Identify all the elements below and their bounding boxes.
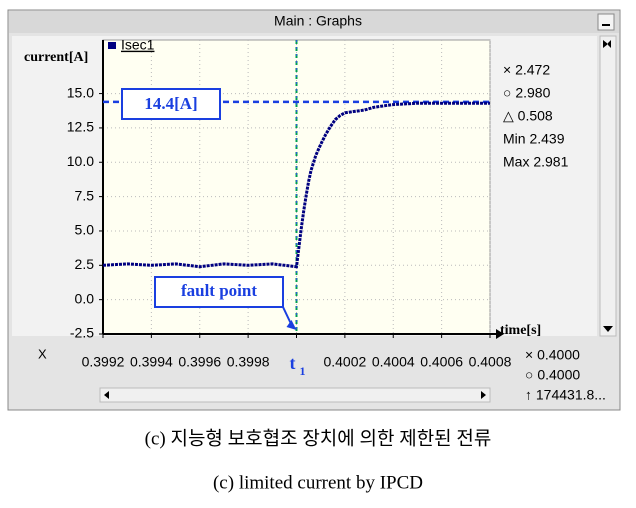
legend-label: Isec1 — [121, 37, 155, 53]
series-line — [102, 101, 490, 269]
x-axis-arrow — [496, 329, 504, 339]
annotation: fault point — [181, 281, 257, 300]
reference-label: 14.4[A] — [144, 94, 197, 113]
h-scrollbar[interactable] — [99, 387, 491, 403]
y-axis-label: current[A] — [24, 50, 88, 65]
readout: Min 2.439 — [503, 131, 565, 147]
t1-bg — [284, 352, 311, 382]
y-tick-label: 7.5 — [75, 187, 95, 203]
x-tick-label: 0.4002 — [323, 354, 366, 370]
readout: Max 2.981 — [503, 154, 569, 170]
v-scrollbar[interactable] — [599, 35, 617, 337]
title-bar — [9, 11, 619, 33]
annotation-box — [154, 276, 284, 308]
x-tick-label: 0.3998 — [227, 354, 270, 370]
event-label: t — [290, 353, 296, 373]
y-tick-label: 12.5 — [67, 119, 94, 135]
y-tick-label: -2.5 — [70, 325, 94, 341]
x-tick-label: 0.4006 — [420, 354, 463, 370]
x-tick-label: 0.4004 — [372, 354, 415, 370]
x-axis-label: time[s] — [500, 323, 541, 338]
y-tick-label: 5.0 — [75, 222, 95, 238]
reference-label-box — [121, 88, 221, 120]
readout: × 2.472 — [503, 62, 550, 78]
x-readout: ○ 0.4000 — [525, 367, 580, 383]
plot: current[A] time[s] X -2.5 0.0 2.5 5.0 7.5 10.0 12… — [24, 37, 606, 403]
readout: ○ 2.980 — [503, 85, 551, 101]
readout: △ 0.508 — [503, 108, 553, 124]
x-readout: × 0.4000 — [525, 347, 580, 363]
y-tick-label: 10.0 — [67, 153, 94, 169]
x-tick-label: 0.3996 — [178, 354, 221, 370]
caption-ko: (c) 지능형 보호협조 장치에 의한 제한된 전류 — [145, 427, 492, 449]
legend-swatch — [108, 42, 116, 49]
x-tick-label: 0.4008 — [469, 354, 512, 370]
minimize-button[interactable] — [597, 13, 615, 31]
x-tick-label: 0.3994 — [130, 354, 173, 370]
x-readout: ↑ 174431.8... — [525, 387, 606, 403]
y-tick-label: 0.0 — [75, 290, 95, 306]
window-title: Main : Graphs — [274, 13, 362, 29]
x-axis-name: X — [38, 346, 47, 361]
y-tick-label: 2.5 — [75, 256, 95, 272]
x-tick-label: 0.3992 — [82, 354, 125, 370]
annotation-arrowhead — [286, 320, 297, 330]
event-label-sub: 1 — [300, 364, 306, 378]
caption-en: (c) limited current by IPCD — [213, 472, 423, 493]
y-tick-label: 15.0 — [67, 84, 94, 100]
